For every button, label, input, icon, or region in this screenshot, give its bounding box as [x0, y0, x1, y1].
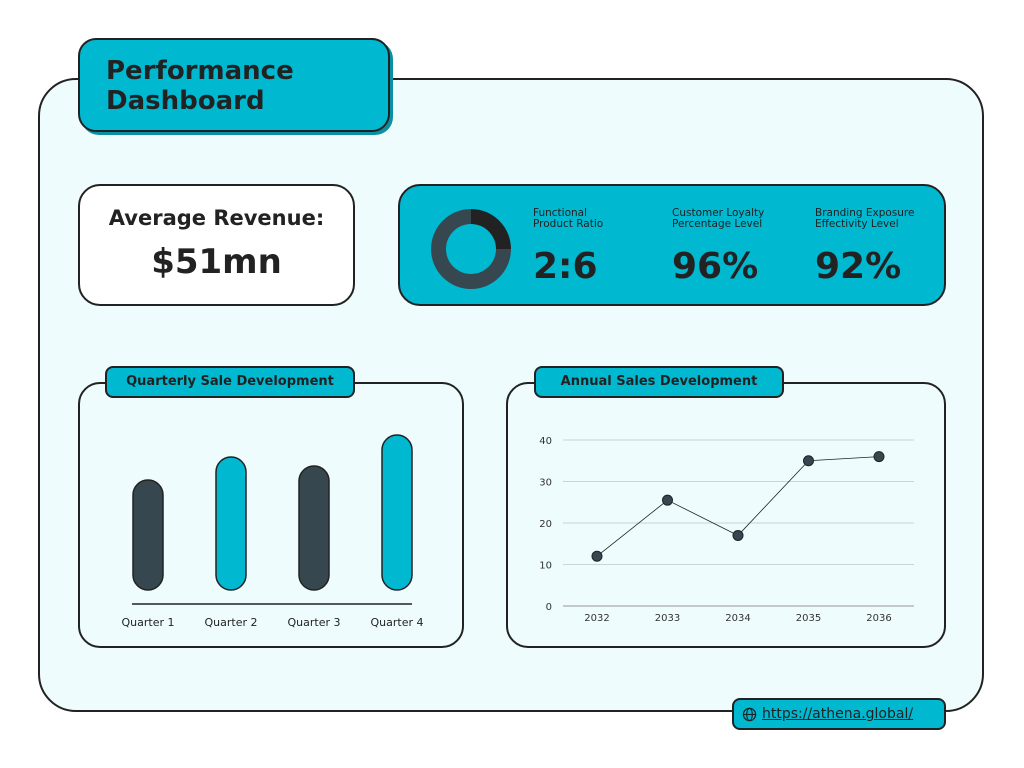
donut-slice [471, 209, 511, 249]
x-tick-label: Quarter 4 [371, 616, 424, 629]
annual-title: Annual Sales Development [534, 366, 784, 398]
bar [215, 456, 247, 591]
revenue-value: $51mn [151, 242, 282, 282]
y-tick-label: 20 [539, 519, 552, 530]
data-point [873, 451, 885, 463]
x-tick-label: 2036 [866, 613, 891, 624]
annual-panel: 0 10 20 30 40 2032 2033 2034 2035 2036 [506, 382, 946, 648]
x-tick-label: 2035 [796, 613, 821, 624]
revenue-label: Average Revenue: [108, 206, 325, 230]
bar [132, 479, 164, 591]
y-tick-label: 0 [546, 602, 552, 613]
kpi-card: Functional Product Ratio 2:6 Customer Loy… [398, 184, 946, 306]
kpi-label: Branding Exposure [815, 207, 915, 219]
series-line [596, 456, 880, 557]
x-tick-label: 2034 [725, 613, 750, 624]
bar-chart: Quarter 1 Quarter 2 Quarter 3 Quarter 4 [122, 434, 424, 629]
kpi-value: 92% [815, 246, 902, 287]
kpi-value: 2:6 [533, 246, 598, 287]
x-tick-label: 2033 [655, 613, 680, 624]
quarterly-panel: Quarter 1 Quarter 2 Quarter 3 Quarter 4 [78, 382, 464, 648]
data-point [803, 455, 814, 467]
average-revenue-card: Average Revenue: $51mn [78, 184, 355, 306]
kpi-label: Effectivity Level [815, 218, 899, 230]
quarterly-title: Quarterly Sale Development [105, 366, 355, 398]
kpi-branding-exposure: Branding Exposure Effectivity Level 92% [815, 207, 935, 288]
bar [381, 434, 413, 591]
kpi-label: Customer Loyalty [672, 207, 765, 219]
x-tick-label: Quarter 2 [205, 616, 258, 629]
website-link[interactable]: https://athena.global/ [762, 706, 914, 722]
kpi-functional-ratio: Functional Product Ratio 2:6 [533, 207, 653, 288]
x-tick-label: Quarter 3 [288, 616, 341, 629]
x-tick-label: Quarter 1 [122, 616, 175, 629]
data-point [591, 550, 603, 562]
title-line: Dashboard [106, 86, 265, 116]
bar [298, 465, 330, 591]
kpi-label: Percentage Level [672, 218, 763, 230]
kpi-label: Product Ratio [533, 218, 604, 230]
data-point [732, 529, 744, 541]
y-tick-label: 30 [539, 478, 552, 489]
globe-icon [742, 707, 757, 722]
data-point [662, 494, 673, 506]
x-tick-label: 2032 [584, 613, 609, 624]
kpi-customer-loyalty: Customer Loyalty Percentage Level 96% [672, 207, 792, 288]
line-chart: 0 10 20 30 40 2032 2033 2034 2035 2036 [539, 436, 914, 624]
title-line: Performance [106, 56, 294, 86]
y-tick-label: 40 [539, 436, 552, 447]
kpi-label: Functional [533, 207, 588, 219]
donut-slice [431, 209, 511, 289]
y-tick-label: 10 [539, 561, 552, 572]
page-title: Performance Dashboard [78, 38, 390, 132]
donut-chart [431, 209, 511, 289]
kpi-value: 96% [672, 246, 759, 287]
website-link-button[interactable]: https://athena.global/ [732, 698, 946, 730]
